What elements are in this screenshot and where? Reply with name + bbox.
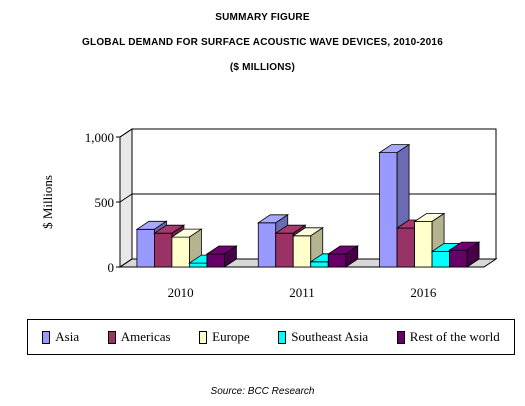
bar-asia-2016: [379, 152, 398, 268]
bar-asia-2010: [136, 228, 155, 268]
bar-europe-2016: [414, 221, 433, 268]
bar-southeast-asia-2016: [431, 250, 450, 268]
legend-swatch: [199, 330, 208, 344]
legend-item: Southeast Asia: [278, 329, 368, 345]
bar-southeast-asia-2011: [310, 261, 329, 268]
legend-label: Asia: [55, 329, 80, 344]
y-tick-label: 500: [95, 195, 115, 210]
bar-rest-of-the-world-2011: [327, 253, 347, 268]
gridline-depth: [119, 193, 133, 203]
x-tick-label: 2016: [410, 285, 437, 300]
bar-southeast-asia-2010: [189, 262, 208, 268]
x-tick-label: 2010: [168, 285, 194, 300]
bar-europe-2010: [171, 236, 190, 268]
bar-rest-of-the-world-2016: [449, 249, 468, 268]
legend-label: Europe: [212, 329, 250, 344]
y-axis-label: $ Millions: [40, 175, 55, 229]
legend-label: Rest of the world: [409, 329, 500, 344]
gridline-depth: [119, 128, 133, 138]
chart-title: GLOBAL DEMAND FOR SURFACE ACOUSTIC WAVE …: [82, 37, 443, 48]
legend-swatch: [107, 330, 116, 344]
gridline-depth: [119, 258, 133, 268]
chart-legend: Asia Americas Europe Southeast Asia Rest of …: [27, 319, 515, 355]
legend-item: Europe: [199, 329, 250, 345]
legend-label: Southeast Asia: [291, 329, 369, 344]
x-tick-label: 2011: [289, 285, 315, 300]
figure-label: SUMMARY FIGURE: [215, 12, 310, 23]
y-tick-label: 1,000: [85, 130, 114, 145]
bar-side: [345, 245, 359, 268]
bar-americas-2011: [275, 232, 294, 268]
bar-chart: 0 500 1,000 $ Millions 2010 2011 2016: [40, 128, 498, 300]
legend-swatch: [278, 330, 287, 344]
legend-item: Americas: [107, 329, 171, 345]
chart-units: ($ MILLIONS): [229, 62, 296, 73]
source-note: Source: BCC Research: [210, 386, 315, 397]
bar-americas-2010: [154, 232, 173, 268]
legend-item: Asia: [42, 329, 79, 345]
bar-europe-2011: [292, 235, 312, 268]
bar-rest-of-the-world-2010: [206, 253, 225, 268]
bar-asia-2011: [257, 222, 277, 268]
legend-item: Rest of the world: [396, 329, 500, 345]
legend-swatch: [42, 330, 51, 344]
bar-americas-2016: [396, 227, 415, 268]
legend-swatch: [396, 330, 405, 344]
bar-side: [466, 241, 480, 268]
legend-label: Americas: [120, 329, 171, 344]
bar-side: [224, 245, 237, 268]
y-tick-label: 0: [108, 260, 115, 275]
